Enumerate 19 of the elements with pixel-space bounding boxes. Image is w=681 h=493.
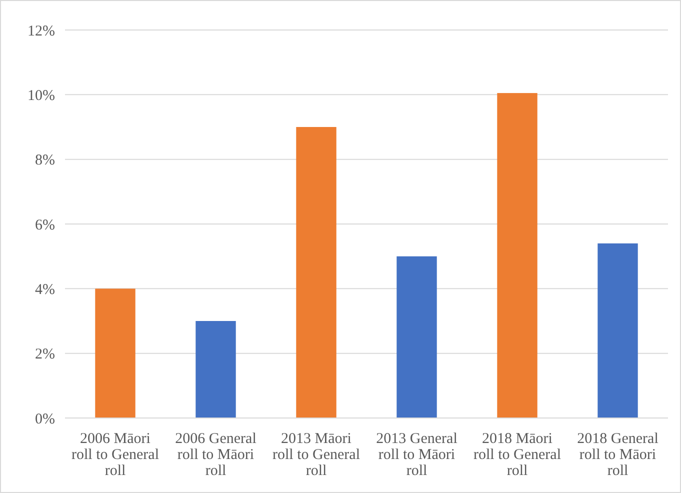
y-tick-label: 2% <box>35 346 55 363</box>
y-tick-label: 12% <box>28 23 55 40</box>
x-tick-label: 2013 Māori roll to General roll <box>272 431 360 479</box>
bar <box>95 288 136 418</box>
x-tick-label: 2006 General roll to Māori roll <box>175 431 256 479</box>
x-tick-label: 2006 Māori roll to General roll <box>72 431 159 479</box>
y-tick-label: 8% <box>35 152 55 169</box>
y-tick-label: 4% <box>35 282 55 298</box>
y-tick-label: 10% <box>28 88 55 104</box>
bar <box>497 93 538 418</box>
x-tick-label: 2018 Māori roll to General roll <box>474 431 561 479</box>
bar <box>396 256 437 418</box>
bar <box>196 321 236 418</box>
bar <box>296 127 336 418</box>
x-tick-label: 2018 General roll to Māori roll <box>577 431 658 479</box>
y-tick-label: 0% <box>35 411 55 428</box>
y-tick-label: 6% <box>35 217 55 234</box>
x-tick-label: 2013 General roll to Māori roll <box>376 431 458 479</box>
bar <box>598 243 638 418</box>
